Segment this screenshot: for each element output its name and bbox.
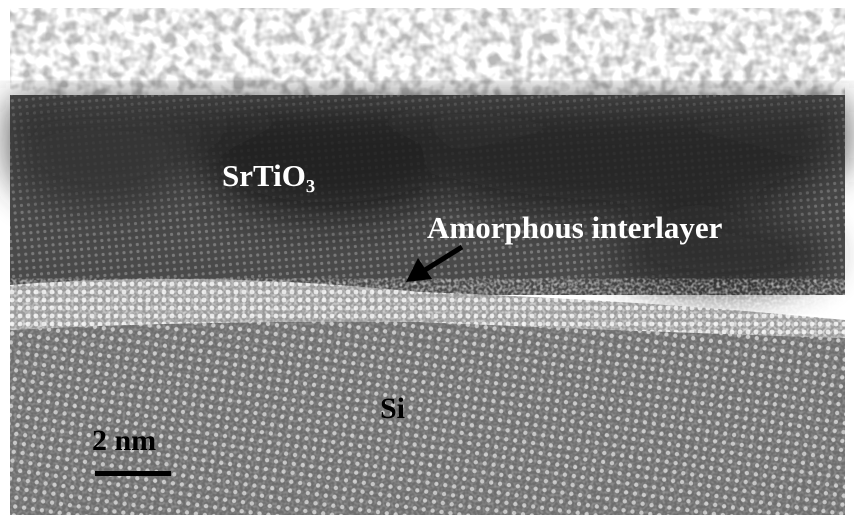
interlayer-label: Amorphous interlayer [427,210,723,245]
scale-bar [95,471,171,476]
top-noise [10,8,845,100]
film-label: SrTiO₃ [222,158,315,193]
substrate-noise [10,322,845,515]
page: SrTiO₃ Amorphous interlayer Si 2 nm (() … [0,0,854,522]
substrate-label: Si [380,392,405,425]
micrograph: SrTiO₃ Amorphous interlayer Si 2 nm [0,0,854,522]
scale-bar-label: 2 nm [92,424,156,457]
